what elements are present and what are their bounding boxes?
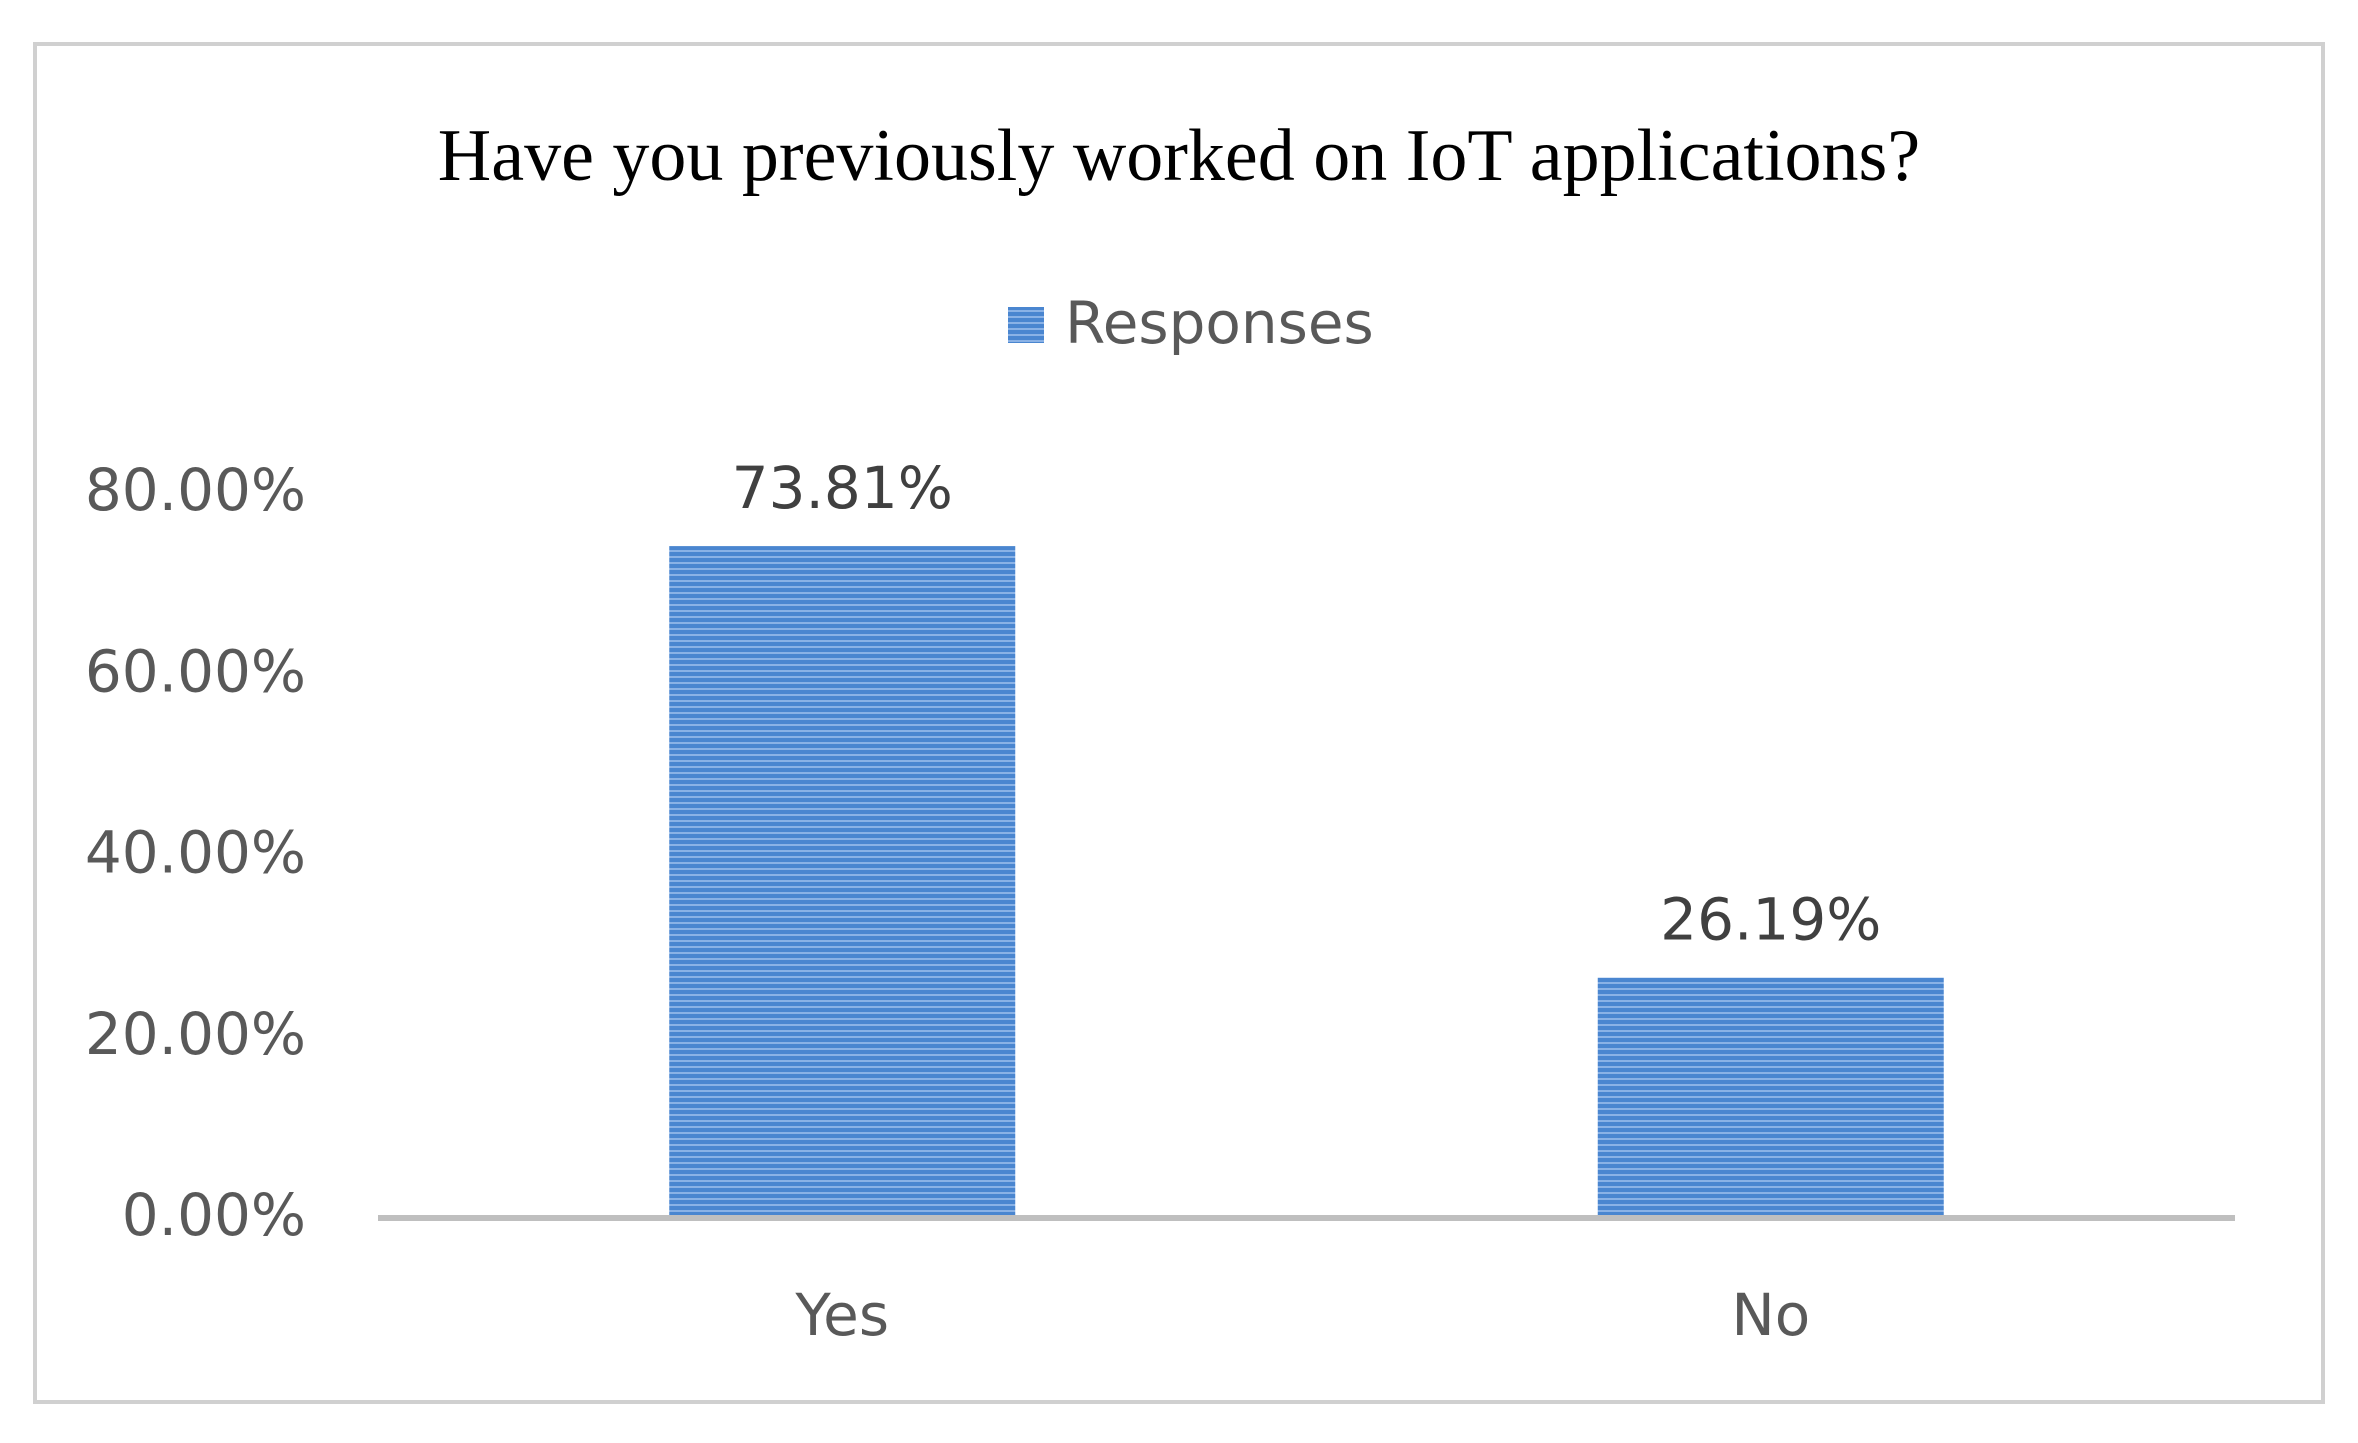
data-label-no: 26.19% [1660,886,1881,954]
data-labels: 73.81% 26.19% [732,454,1882,954]
bar-yes [669,546,1016,1215]
x-axis-labels: Yes No [794,1281,1810,1349]
x-tick-label-no: No [1731,1281,1810,1349]
y-tick-label: 40.00% [85,819,306,887]
data-label-yes: 73.81% [732,454,953,522]
legend-label-responses: Responses [1065,289,1374,357]
bars [669,546,1944,1215]
bar-no [1597,977,1944,1215]
legend-swatch-responses [1008,307,1044,343]
y-tick-label: 20.00% [85,1000,306,1068]
y-tick-label: 0.00% [122,1181,306,1249]
y-tick-label: 60.00% [85,637,306,705]
chart-title: Have you previously worked on IoT applic… [438,115,1920,197]
x-tick-label-yes: Yes [794,1281,889,1349]
y-axis-ticks: 0.00% 20.00% 40.00% 60.00% 80.00% [85,456,306,1249]
legend: Responses [1008,289,1374,357]
y-tick-label: 80.00% [85,456,306,524]
